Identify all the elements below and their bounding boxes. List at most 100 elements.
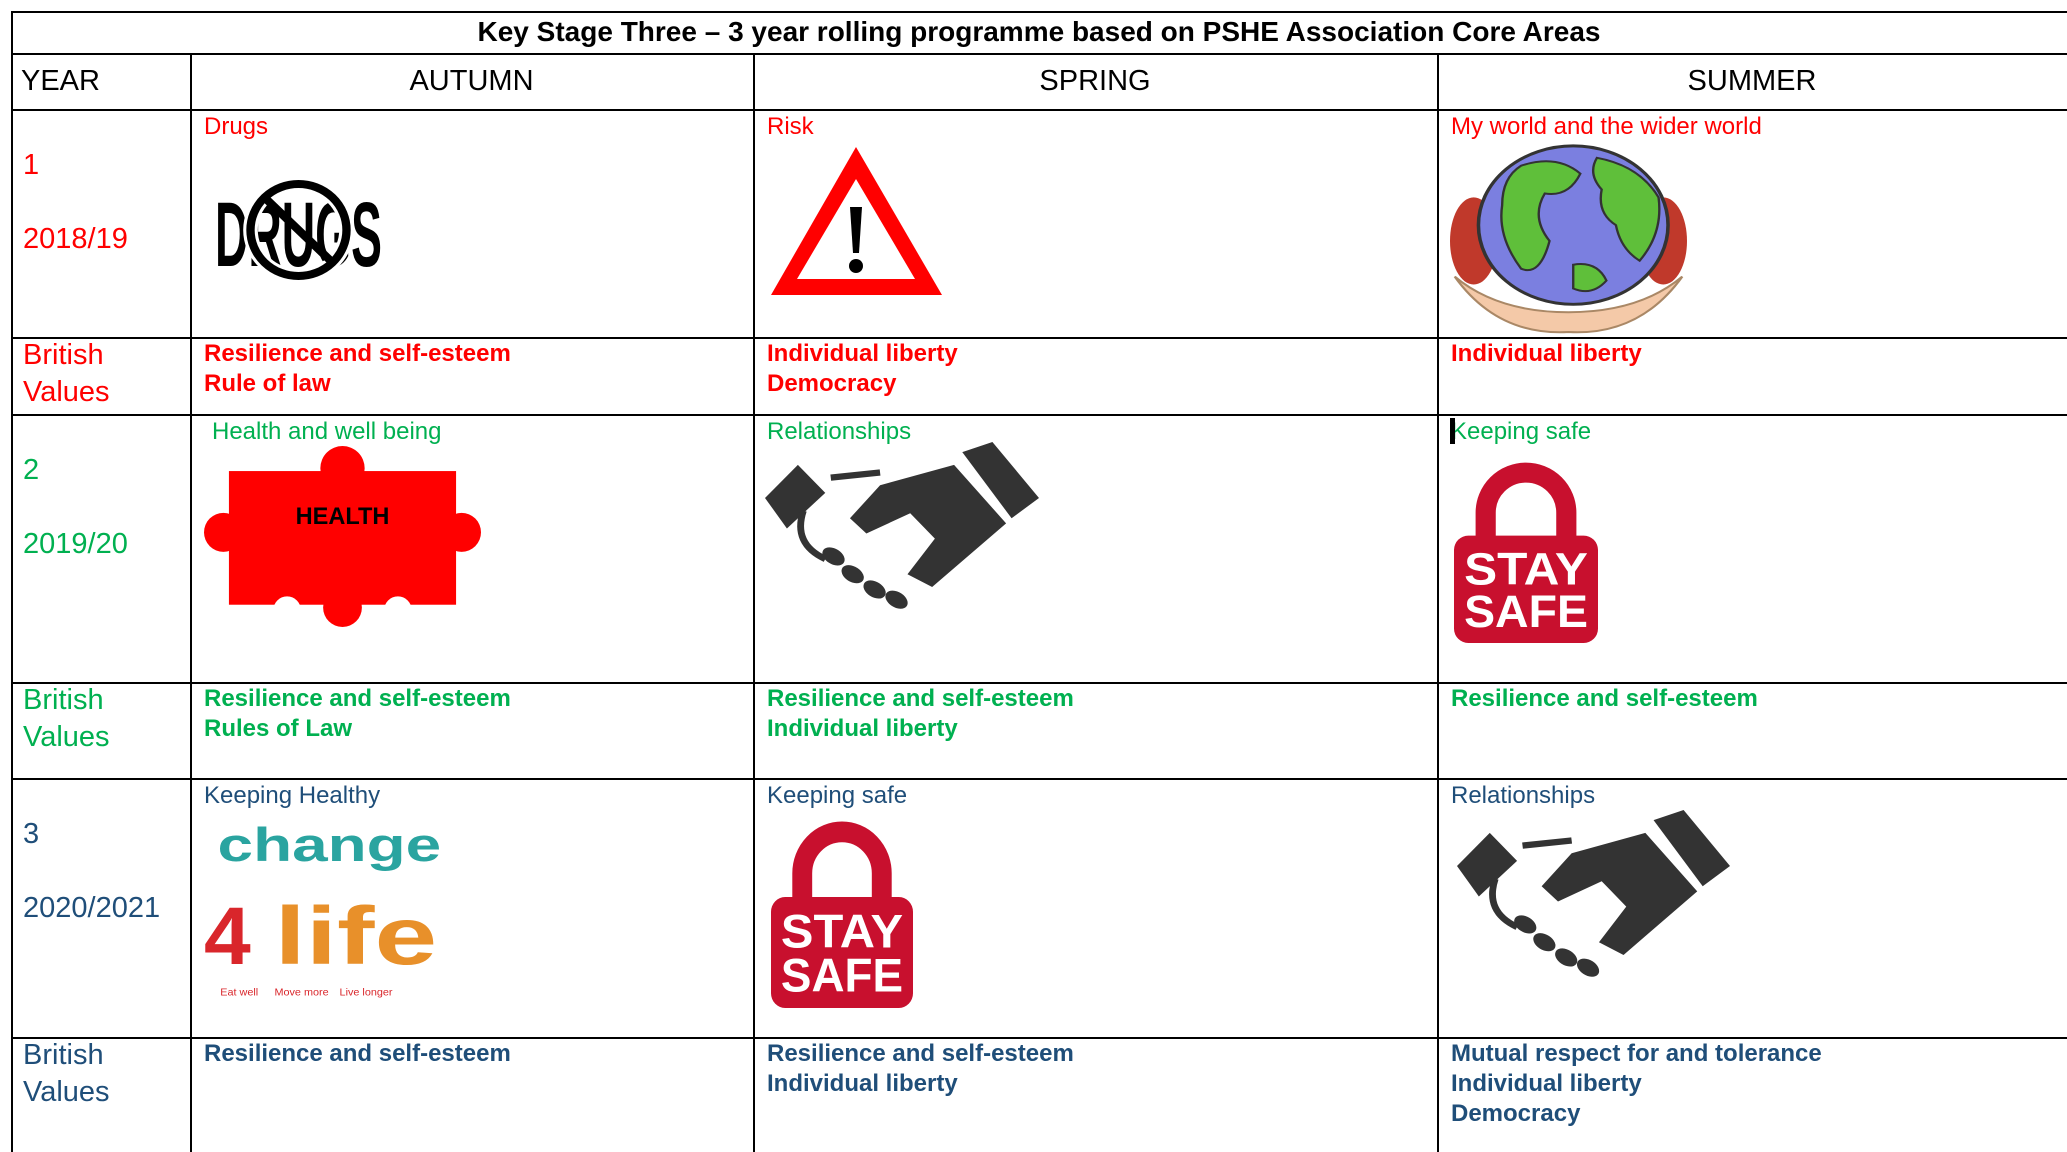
topic-title: Drugs: [204, 113, 269, 140]
topic-title: My world and the wider world: [1451, 113, 1762, 140]
icon-shape: [384, 596, 412, 625]
icon-shape: [885, 590, 908, 609]
icon-text: life: [274, 890, 437, 982]
icon-shape: [323, 588, 362, 627]
topic-title: Relationships: [767, 418, 912, 445]
column-header: AUTUMN: [409, 65, 534, 97]
icon-shape: [841, 565, 864, 584]
table-border: [1437, 53, 1439, 1152]
year-period: 2019/20: [23, 528, 128, 560]
icon-shape: [830, 469, 881, 481]
icon-text: 4: [204, 890, 251, 982]
icon-shape: [1500, 160, 1582, 271]
icon-text: STAY: [781, 904, 903, 957]
icon-shape: [1457, 832, 1518, 897]
topic-cell: Relationships: [1437, 778, 2067, 1037]
table-border: [11, 778, 2067, 780]
british-value: Rule of law: [204, 370, 331, 397]
values-cell: Resilience and self-esteem Individual lib…: [753, 682, 1437, 778]
icon-shape: [1533, 933, 1556, 952]
year-number: 3: [23, 818, 40, 850]
icon-shape: [262, 195, 335, 265]
values-cell: Resilience and self-esteem: [1437, 682, 2067, 778]
topic-icon: DRUGS: [215, 177, 382, 286]
icon-shape: [962, 442, 1039, 519]
icon-shape: [1555, 948, 1578, 967]
topic-icon: [771, 147, 942, 295]
icon-shape: [1591, 156, 1661, 263]
values-label: British Values: [23, 339, 110, 408]
table-border: [11, 414, 2067, 416]
topic-title: Keeping safe: [1451, 418, 1592, 445]
icon-text: Move more: [274, 987, 328, 999]
icon-text: HEALTH: [296, 504, 390, 530]
text-cursor: [1450, 418, 1455, 444]
icon-shape: [849, 259, 863, 273]
topic-title: Risk: [767, 113, 814, 140]
year-cell: 2 2019/20: [11, 414, 190, 682]
values-cell: Mutual respect for and tolerance Individu…: [1437, 1037, 2067, 1152]
icon-shape: [204, 512, 243, 552]
year-period: 2018/19: [23, 223, 128, 255]
icon-text: change: [218, 818, 442, 871]
topic-title: Keeping safe: [767, 782, 908, 809]
icon-shape: [1522, 837, 1573, 849]
icon-text: SAFE: [1464, 585, 1588, 637]
icon-text: Eat well: [220, 987, 258, 999]
topic-cell: Keeping safe STAY SAFE: [753, 778, 1437, 1037]
table-border: [11, 11, 2067, 13]
icon-shape: [850, 207, 862, 253]
british-value: Resilience and self-esteem: [204, 340, 511, 367]
icon-shape: [1454, 535, 1598, 643]
column-header: SPRING: [1039, 65, 1151, 97]
topic-icon: HEALTH: [204, 446, 481, 627]
british-value: Individual liberty: [767, 1070, 958, 1097]
british-value: Democracy: [767, 370, 897, 397]
year-number: 1: [23, 149, 40, 181]
values-label: British Values: [23, 684, 110, 753]
topic-cell: Keeping Healthy change 4 life Eat well Move m…: [190, 778, 753, 1037]
values-cell: Individual liberty: [1437, 337, 2067, 414]
icon-shape: [442, 512, 481, 552]
topic-icon: [1457, 810, 1730, 977]
topic-icon: [765, 442, 1039, 609]
table-border: [11, 109, 2067, 111]
topic-title: Keeping Healthy: [204, 782, 381, 809]
icon-text: SAFE: [781, 949, 903, 1002]
year-period: 2020/2021: [23, 892, 161, 924]
icon-shape: [765, 464, 826, 529]
icon-shape: [771, 897, 913, 1008]
icon-shape: [320, 446, 365, 491]
icon-shape: [1514, 915, 1537, 934]
table-border: [190, 53, 192, 1152]
icon-shape: [822, 547, 845, 566]
british-value: Mutual respect for and tolerance: [1451, 1040, 1822, 1067]
british-value: Individual liberty: [767, 715, 958, 742]
table-title: Key Stage Three – 3 year rolling program…: [477, 16, 1601, 47]
table-border: [11, 11, 13, 1152]
topic-cell: Relationships: [753, 414, 1437, 682]
british-value: Resilience and self-esteem: [767, 685, 1074, 712]
topic-cell: My world and the wider world: [1437, 109, 2067, 337]
table-border: [753, 53, 755, 1152]
icon-shape: [1572, 263, 1608, 293]
values-cell: Resilience and self-esteem Rules of Law: [190, 682, 753, 778]
british-value: Individual liberty: [1451, 340, 1642, 367]
icon-shape: [797, 509, 827, 562]
year-number: 2: [23, 454, 40, 486]
values-label: British Values: [23, 1039, 110, 1108]
topic-title: Health and well being: [212, 418, 442, 445]
icon-shape: [792, 821, 892, 909]
british-value: Resilience and self-esteem: [204, 1040, 511, 1067]
british-value: Resilience and self-esteem: [1451, 685, 1758, 712]
table-border: [11, 337, 2067, 339]
table-border: [11, 1037, 2067, 1039]
british-value: Individual liberty: [1451, 1070, 1642, 1097]
table-border: [11, 53, 2067, 55]
topic-cell: Keeping safe STAY SAFE: [1437, 414, 2067, 682]
year-cell: 1 2018/19: [11, 109, 190, 337]
icon-shape: [273, 596, 301, 625]
values-cell: Resilience and self-esteem Individual lib…: [753, 1037, 1437, 1152]
